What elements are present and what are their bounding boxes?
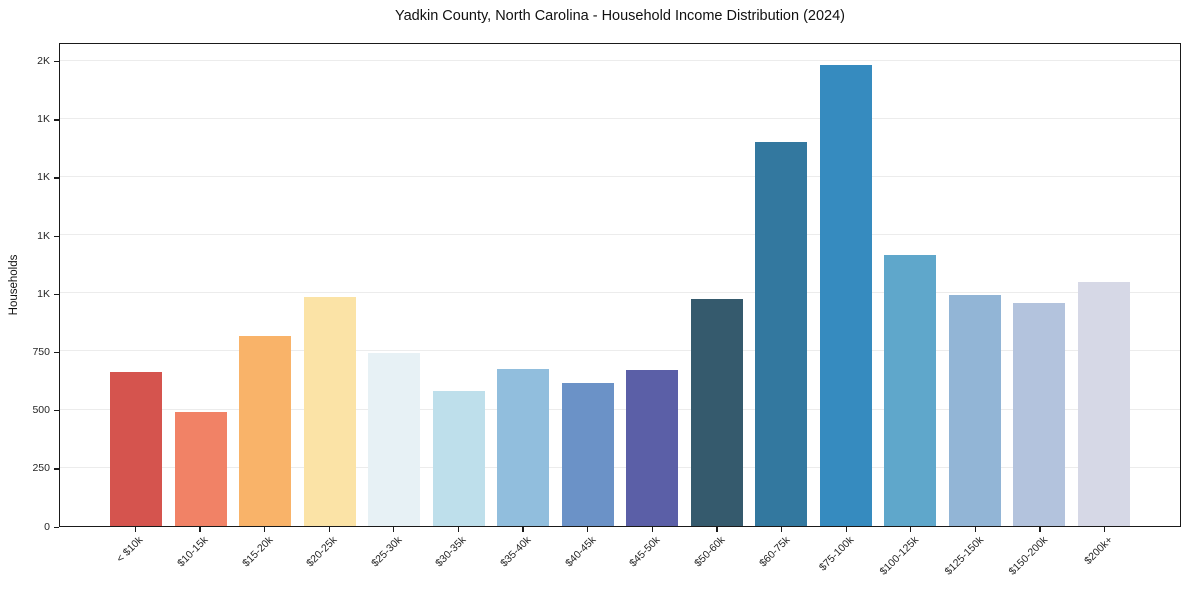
gridline (60, 117, 1180, 119)
x-tick-label: $40-45k (562, 534, 599, 570)
bars-layer (60, 44, 1180, 526)
x-tick-label: $125-150k (942, 534, 986, 578)
bar-slot (1072, 44, 1137, 526)
x-tick-mark (457, 527, 460, 532)
x-tick-mark (134, 527, 136, 532)
x-tick-mark (263, 527, 266, 532)
y-tick-mark (54, 177, 59, 179)
y-tick-label: 1K (37, 171, 50, 184)
gridline (60, 234, 1180, 236)
bar-slot (104, 44, 169, 526)
bar-$40-45k (561, 382, 614, 526)
bar-$60-75k (755, 142, 808, 526)
x-tick-mark (1039, 527, 1041, 532)
bar-$20-25k (303, 296, 356, 526)
bar-slot (685, 44, 750, 526)
x-tick-mark (910, 527, 912, 532)
x-tick-label: $150-200k (1006, 534, 1051, 578)
x-tick-mark (651, 527, 653, 532)
bar-slot (298, 44, 363, 526)
y-axis-label: Households (8, 254, 20, 316)
x-tick-mark (328, 527, 330, 532)
bar-slot (1007, 44, 1072, 526)
x-tick-label: $15-20k (239, 534, 276, 570)
bar-slot (620, 44, 685, 526)
y-tick-mark (54, 410, 59, 412)
bar-< $10k (110, 372, 163, 526)
bar-$75-100k (819, 65, 872, 526)
x-tick-label: $75-100k (817, 534, 857, 574)
bar-$150-200k (1013, 302, 1066, 526)
x-tick-label: $25-30k (368, 534, 405, 570)
x-tick-mark (780, 527, 783, 532)
y-tick-mark (54, 526, 59, 528)
bar-$35-40k (497, 368, 550, 526)
x-tick-mark (974, 527, 977, 532)
gridlines-layer (60, 44, 1180, 526)
bar-$15-20k (239, 336, 292, 526)
x-tick-label: < $10k (114, 534, 146, 565)
bar-$45-50k (626, 370, 679, 526)
bar-slot (233, 44, 298, 526)
gridline (60, 59, 1180, 61)
y-tick-mark (54, 235, 59, 237)
bar-$50-60k (690, 299, 743, 526)
y-tick-label: 1K (37, 287, 50, 300)
bar-$200k+ (1077, 281, 1130, 526)
x-tick-mark (845, 527, 847, 532)
gridline (60, 350, 1180, 352)
bar-$100-125k (884, 254, 937, 526)
x-tick-label: $50-60k (692, 534, 728, 570)
gridline (60, 292, 1180, 294)
plot-area (59, 43, 1181, 527)
x-tick-label: $200k+ (1082, 534, 1116, 568)
y-tick-label: 250 (32, 462, 50, 475)
x-tick-mark (716, 527, 718, 532)
bar-slot (556, 44, 621, 526)
x-tick-label: $60-75k (756, 534, 793, 570)
y-tick-mark (54, 468, 59, 470)
chart-title: Yadkin County, North Carolina - Househol… (395, 8, 845, 24)
bar-$30-35k (432, 391, 485, 526)
x-tick-label: $100-125k (877, 534, 922, 578)
bar-slot (362, 44, 427, 526)
x-tick-mark (587, 527, 589, 532)
y-tick-label: 500 (32, 404, 50, 417)
x-tick-label: $45-50k (627, 534, 663, 570)
y-tick-mark (54, 351, 59, 354)
bar-$25-30k (368, 352, 421, 526)
bar-slot (491, 44, 556, 526)
y-tick-label: 1K (37, 113, 50, 126)
y-tick-mark (54, 293, 59, 296)
x-tick-label: $30-35k (433, 534, 469, 570)
bar-$125-150k (948, 294, 1001, 526)
y-tick-label: 750 (32, 345, 50, 358)
y-tick-label: 1K (37, 229, 50, 242)
gridline (60, 408, 1180, 410)
bar-slot (427, 44, 492, 526)
bar-slot (943, 44, 1008, 526)
y-tick-mark (54, 119, 59, 121)
y-tick-label: 2K (37, 55, 50, 68)
y-tick-mark (54, 61, 59, 63)
x-tick-label: $20-25k (304, 534, 340, 570)
x-tick-mark (522, 527, 524, 532)
y-tick-label: 0 (44, 520, 50, 533)
x-tick-mark (199, 527, 201, 532)
x-tick-mark (1104, 527, 1106, 532)
bar-slot (814, 44, 879, 526)
x-tick-label: $10-15k (175, 534, 211, 570)
bar-$10-15k (174, 412, 227, 526)
gridline (60, 175, 1180, 177)
x-tick-label: $35-40k (498, 534, 534, 570)
bar-slot (878, 44, 943, 526)
x-tick-mark (393, 527, 395, 532)
gridline (60, 466, 1180, 468)
bar-slot (169, 44, 234, 526)
bar-slot (749, 44, 814, 526)
